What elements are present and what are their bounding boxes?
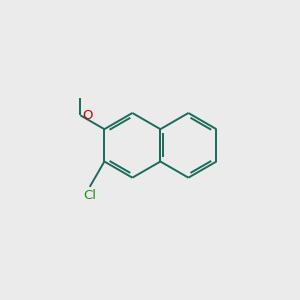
- Text: Cl: Cl: [83, 189, 96, 202]
- Text: O: O: [82, 109, 92, 122]
